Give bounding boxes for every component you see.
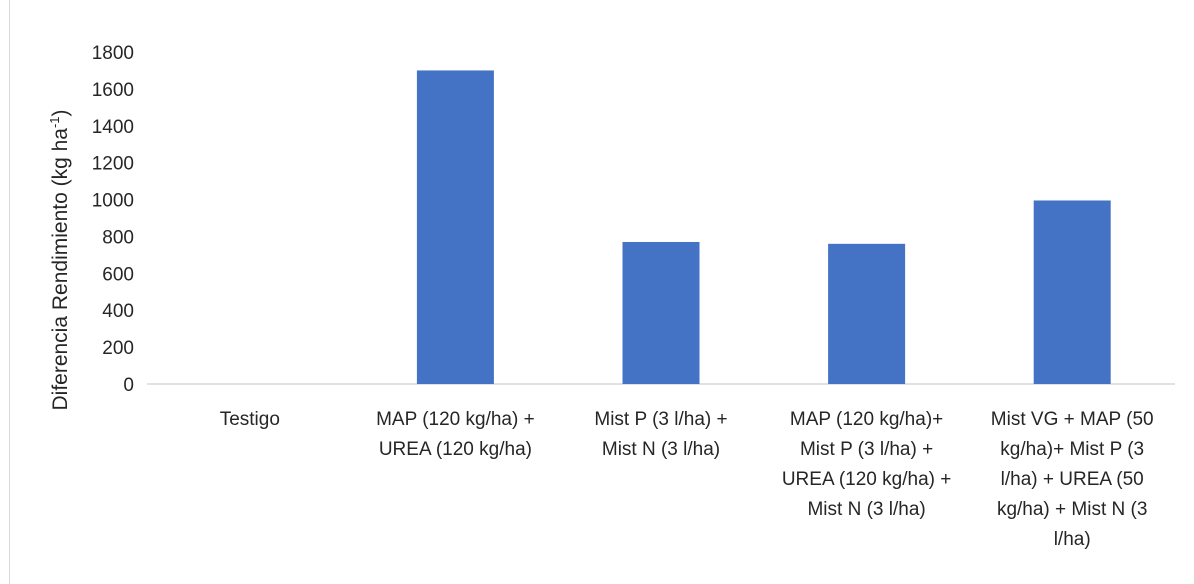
y-tick-label: 1600 (92, 80, 134, 101)
bar (416, 70, 494, 384)
y-tick-label: 1000 (92, 191, 134, 212)
y-tick-label: 1400 (92, 117, 134, 138)
y-axis-label: Diferencia Rendimiento (kg ha-1) (47, 109, 72, 410)
y-axis-label-main: Diferencia Rendimiento (kg ha (49, 128, 72, 411)
bar (828, 243, 906, 384)
y-axis-label-end: ) (49, 109, 72, 116)
frame-border (9, 0, 10, 584)
y-tick-label: 0 (123, 375, 134, 396)
bar (1033, 200, 1111, 384)
y-axis-label-sup: -1 (47, 116, 62, 128)
x-category-label: Mist P (3 l/ha) + Mist N (3 l/ha) (594, 409, 727, 460)
x-axis-labels: Testigo MAP (120 kg/ha) + UREA (120 kg/ha)… (220, 409, 1154, 550)
y-tick-label: 600 (102, 264, 134, 285)
x-category-label: MAP (120 kg/ha) + UREA (120 kg/ha) (376, 409, 535, 460)
y-tick-label: 1200 (92, 154, 134, 175)
y-tick-label: 800 (102, 227, 134, 248)
x-category-label: Testigo (220, 409, 280, 430)
x-category-label: MAP (120 kg/ha)+ Mist P (3 l/ha) + UREA (1… (782, 409, 952, 520)
y-axis-ticks: 0 200 400 600 800 1000 1200 1400 1600 1800 (92, 43, 134, 396)
bar (622, 241, 700, 384)
y-tick-label: 200 (102, 338, 134, 359)
x-category-label: Mist VG + MAP (50 kg/ha)+ Mist P (3 l/ha) … (991, 409, 1154, 550)
y-tick-label: 1800 (92, 43, 134, 64)
bars (416, 70, 1111, 384)
y-tick-label: 400 (102, 301, 134, 322)
